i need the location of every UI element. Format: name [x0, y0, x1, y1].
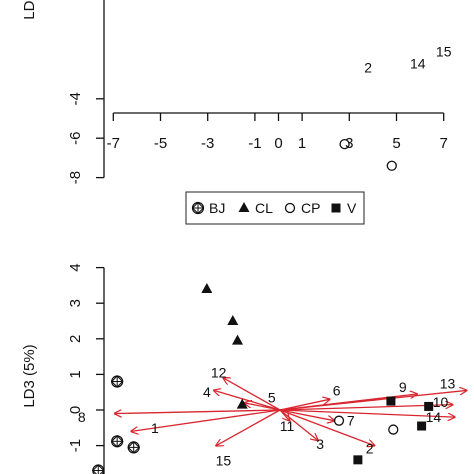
loading-label: 9: [399, 379, 407, 395]
legend-label-bj: BJ: [209, 200, 225, 216]
bottom-y-tick-label: 2: [67, 335, 84, 343]
point-cp-marker: [339, 138, 350, 150]
legend-label-cp: CP: [301, 200, 320, 216]
point-cl-marker: [227, 315, 239, 325]
loading-arrow-2: [279, 409, 374, 446]
point-cp-marker: [388, 424, 399, 435]
bottom-y-tick-label: 3: [67, 299, 84, 307]
legend-label-v: V: [347, 200, 357, 216]
top-point-label: 15: [436, 44, 452, 60]
loading-label: 15: [216, 453, 232, 469]
point-cp-marker: [333, 415, 345, 426]
bottom-y-tick-label: 4: [67, 263, 84, 271]
loading-label: 1: [151, 420, 159, 436]
point-v-marker: [386, 396, 396, 406]
loading-arrow-12: [223, 378, 281, 411]
point-v-marker: [331, 203, 341, 213]
loading-label: 3: [316, 436, 324, 452]
bottom-y-tick-label: 1: [67, 370, 84, 378]
top-y-tick-label: -6: [67, 132, 84, 145]
loading-arrow-15: [216, 409, 281, 446]
loading-label: 2: [366, 440, 374, 456]
loading-label: 5: [268, 390, 276, 406]
top-x-tick-label: 5: [392, 135, 400, 152]
loading-label: 4: [203, 384, 211, 400]
top-x-tick-label: 7: [440, 135, 448, 152]
point-bj-marker: [127, 441, 140, 454]
loading-label: 8: [78, 409, 86, 425]
loading-arrow-10: [279, 405, 452, 411]
top-x-tick-label: 1: [298, 135, 306, 152]
loading-label: 11: [280, 418, 295, 434]
top-point-label: 14: [410, 55, 426, 71]
loading-label: 14: [426, 409, 442, 425]
point-bj-marker: [110, 435, 124, 448]
top-x-tick-label: -3: [201, 135, 214, 152]
loading-label: 6: [333, 382, 341, 398]
point-cl-marker: [232, 334, 244, 345]
loading-label: 7: [347, 413, 355, 429]
point-v-marker: [353, 455, 363, 465]
loading-arrow-11: [279, 409, 289, 421]
point-bj-marker: [191, 201, 205, 215]
point-v-marker: [417, 421, 427, 431]
point-v-marker: [424, 401, 434, 411]
legend: BJ CL CP V: [185, 191, 365, 225]
point-cp-marker: [284, 202, 296, 214]
loading-arrow-1: [131, 409, 281, 431]
top-x-tick-label: -5: [154, 135, 167, 152]
bottom-y-tick-label: -1: [67, 439, 84, 452]
bottom-y-axis-label: LD3 (5%): [21, 344, 38, 407]
point-cl-marker: [238, 202, 250, 212]
loading-arrow-5: [245, 403, 281, 411]
loading-arrow-14: [279, 409, 455, 417]
top-y-axis-label: LD2: [21, 0, 38, 20]
top-x-tick-label: -7: [107, 135, 120, 152]
point-bj-marker: [110, 375, 124, 388]
top-x-tick-label: 0: [274, 135, 282, 152]
top-y-tick-label: -8: [67, 171, 84, 184]
loading-arrow-6: [279, 399, 330, 411]
loading-label: 10: [433, 394, 449, 410]
point-cl-marker: [236, 398, 248, 409]
point-cp-marker: [386, 160, 397, 171]
loading-arrow-13: [279, 390, 466, 411]
point-bj-marker: [92, 464, 105, 474]
point-cl-marker: [201, 282, 213, 293]
bottom-y-tick-label: 0: [67, 406, 84, 414]
top-point-label: 2: [364, 59, 372, 75]
loading-arrow-8: [115, 409, 281, 414]
loading-label: 13: [440, 375, 456, 391]
top-y-tick-label: -4: [67, 92, 84, 105]
legend-label-cl: CL: [255, 200, 273, 216]
loading-label: 12: [211, 365, 227, 381]
loading-arrow-7: [279, 409, 334, 421]
top-x-tick-label: -1: [248, 135, 261, 152]
